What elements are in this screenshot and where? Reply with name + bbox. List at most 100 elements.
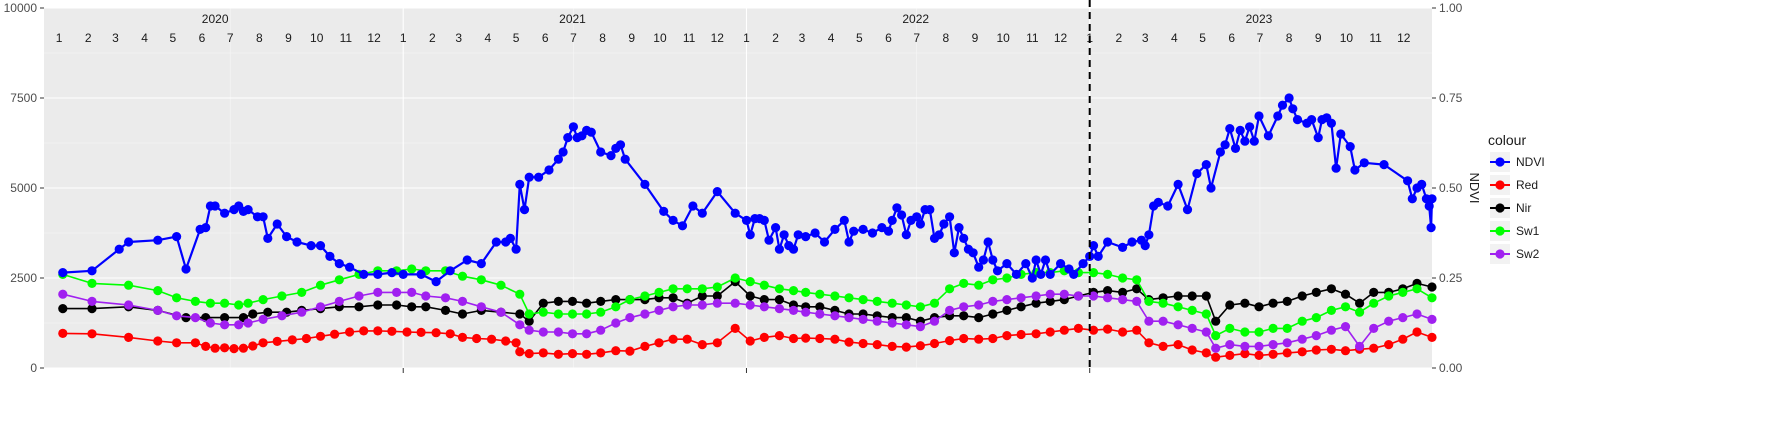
y-left-tick-label: 7500 — [10, 91, 37, 105]
data-point-sw2 — [58, 289, 68, 299]
legend-key-point — [1495, 157, 1505, 167]
data-point-sw1 — [745, 277, 755, 287]
data-point-ndvi — [124, 237, 134, 247]
data-point-ndvi — [883, 226, 894, 236]
data-point-ndvi — [759, 215, 769, 225]
data-point-red — [815, 333, 825, 344]
data-point-sw2 — [1225, 340, 1235, 350]
data-point-ndvi — [1103, 237, 1113, 247]
series-nir — [58, 277, 1437, 326]
month-label: 9 — [628, 31, 635, 45]
data-point-ndvi — [730, 208, 740, 218]
month-label: 9 — [285, 31, 292, 45]
data-point-sw2 — [1240, 341, 1250, 351]
data-point-nir — [1103, 286, 1113, 296]
data-point-ndvi — [568, 122, 579, 132]
data-point-red — [238, 343, 248, 353]
data-point-ndvi — [1277, 100, 1288, 110]
data-point-ndvi — [677, 221, 688, 231]
month-label: 3 — [799, 31, 806, 45]
data-point-nir — [553, 296, 564, 306]
data-point-sw2 — [801, 307, 811, 317]
data-point-red — [844, 337, 854, 347]
data-point-sw1 — [1201, 309, 1211, 319]
data-point-sw1 — [553, 309, 564, 319]
data-point-ndvi — [1313, 133, 1323, 143]
month-label: 7 — [227, 31, 234, 45]
data-point-sw1 — [887, 298, 897, 308]
data-point-ndvi — [325, 251, 335, 261]
data-point-red — [915, 341, 926, 351]
data-point-red — [1412, 327, 1422, 337]
data-point-red — [431, 328, 441, 338]
data-point-sw2 — [887, 318, 897, 328]
data-point-nir — [181, 313, 191, 323]
y-right-tick-label: 1.00 — [1439, 1, 1463, 15]
data-point-sw1 — [297, 287, 307, 297]
data-point-red — [248, 341, 258, 351]
data-point-sw1 — [801, 287, 811, 297]
data-point-red — [315, 331, 326, 341]
data-point-sw2 — [1369, 323, 1379, 333]
data-point-sw2 — [712, 298, 722, 308]
y-axis-right-title: NDVI — [1467, 172, 1482, 203]
month-label: 4 — [485, 31, 492, 45]
data-point-sw1 — [243, 298, 253, 308]
data-point-sw1 — [476, 275, 486, 285]
data-point-sw2 — [277, 311, 287, 321]
year-label: 2020 — [202, 12, 229, 26]
data-point-nir — [524, 316, 534, 326]
data-point-ndvi — [263, 233, 273, 243]
data-point-nir — [1427, 282, 1437, 292]
legend-label: Sw1 — [1516, 224, 1540, 238]
data-point-red — [359, 326, 369, 336]
data-point-ndvi — [172, 232, 182, 242]
data-point-red — [330, 329, 340, 339]
month-label: 8 — [942, 31, 949, 45]
data-point-ndvi — [1240, 136, 1250, 146]
data-point-sw2 — [759, 302, 769, 312]
month-label: 1 — [743, 31, 750, 45]
y-right-tick-label: 0.00 — [1439, 361, 1463, 375]
y-left-tick-label: 0 — [30, 361, 37, 375]
data-point-ndvi — [563, 133, 573, 143]
data-point-sw1 — [1311, 313, 1321, 323]
month-label: 4 — [828, 31, 835, 45]
data-point-sw1 — [87, 278, 97, 288]
data-point-sw2 — [788, 305, 799, 315]
data-point-nir — [263, 307, 273, 317]
data-point-sw1 — [1398, 287, 1408, 297]
data-point-red — [1297, 347, 1307, 357]
data-point-red — [801, 333, 811, 343]
data-point-ndvi — [1427, 194, 1437, 204]
data-point-nir — [759, 295, 769, 305]
data-point-ndvi — [292, 237, 302, 247]
data-point-ndvi — [1345, 142, 1355, 152]
data-point-sw2 — [974, 300, 984, 310]
data-point-red — [201, 341, 211, 351]
data-point-sw1 — [988, 275, 998, 285]
data-point-nir — [697, 291, 707, 301]
data-point-sw2 — [929, 316, 940, 326]
data-point-ndvi — [968, 248, 978, 258]
data-point-sw1 — [915, 302, 926, 312]
data-point-ndvi — [1359, 158, 1369, 168]
data-point-nir — [1201, 291, 1211, 301]
data-point-red — [625, 346, 635, 356]
data-point-sw1 — [788, 286, 799, 296]
data-point-sw2 — [611, 318, 621, 328]
data-point-ndvi — [515, 179, 525, 189]
data-point-red — [511, 338, 521, 348]
data-point-sw1 — [668, 284, 678, 294]
data-point-ndvi — [1021, 259, 1031, 269]
data-point-ndvi — [934, 230, 944, 240]
data-point-ndvi — [779, 230, 789, 240]
data-point-sw1 — [220, 298, 230, 308]
data-point-nir — [392, 300, 402, 310]
data-point-ndvi — [1153, 197, 1163, 207]
data-point-sw1 — [172, 293, 182, 303]
data-point-ndvi — [1182, 205, 1193, 215]
month-label: 3 — [1142, 31, 1149, 45]
data-point-ndvi — [1206, 183, 1216, 193]
data-point-sw1 — [315, 280, 326, 290]
